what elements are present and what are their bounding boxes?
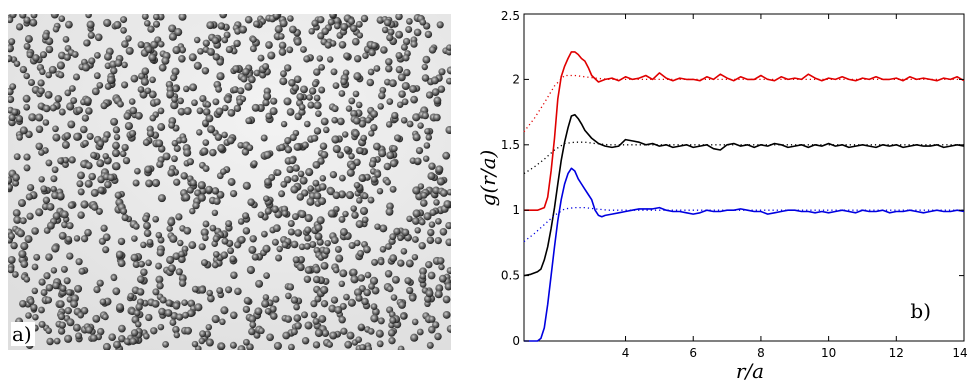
series-line-5 bbox=[523, 206, 964, 243]
x-tick-label: 8 bbox=[757, 346, 765, 360]
y-tick-label: 0 bbox=[512, 334, 520, 348]
y-tick-label: 2 bbox=[512, 72, 520, 86]
panel-b-label: b) bbox=[910, 299, 931, 323]
x-tick-label: 4 bbox=[622, 346, 630, 360]
series-line-1 bbox=[523, 74, 964, 133]
panel-a-label: a) bbox=[11, 322, 35, 346]
y-axis-label: g(r/a) bbox=[476, 150, 500, 207]
particle-micrograph bbox=[8, 14, 451, 350]
y-tick-label: 2.5 bbox=[501, 9, 520, 23]
x-tick-label: 10 bbox=[821, 346, 836, 360]
y-tick-label: 1.5 bbox=[501, 138, 520, 152]
x-tick-label: 14 bbox=[952, 346, 967, 360]
particle-micrograph-image bbox=[8, 14, 451, 350]
x-axis-label: r/a bbox=[736, 359, 764, 381]
y-tick-label: 0.5 bbox=[501, 269, 520, 283]
series-line-3 bbox=[523, 141, 964, 175]
series-line-4 bbox=[524, 167, 965, 342]
rdf-chart: 4 6 8 10 12 14 0 0.5 1 1.5 2 2.5 b) r/a g(r/a) bbox=[476, 9, 968, 381]
series-line-0 bbox=[524, 51, 965, 211]
x-tick-label: 12 bbox=[889, 346, 904, 360]
y-tick-label: 1 bbox=[512, 203, 520, 217]
plot-frame bbox=[523, 13, 965, 342]
series-line-2 bbox=[523, 113, 965, 277]
x-tick-label: 6 bbox=[689, 346, 697, 360]
